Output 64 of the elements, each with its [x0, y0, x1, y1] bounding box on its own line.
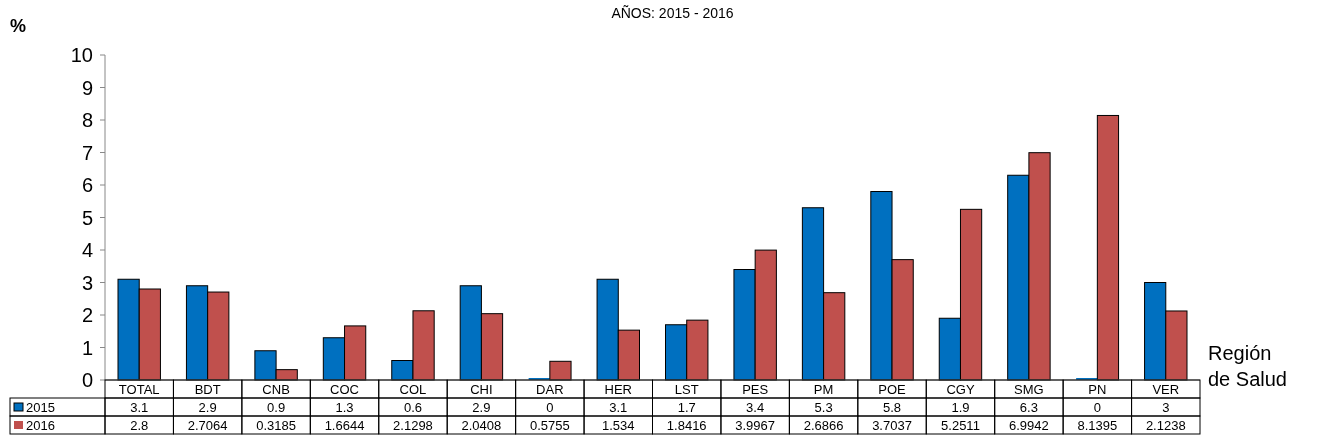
x-tick-label: COL: [399, 381, 427, 397]
x-tick-label: DAR: [536, 381, 564, 397]
data-label: 0: [1093, 399, 1101, 415]
data-label: 3.4: [746, 399, 765, 415]
data-label: 6.3: [1019, 399, 1038, 415]
data-label: 3.7037: [872, 417, 912, 433]
y-tick-label: 10: [70, 44, 93, 66]
y-tick-label: 8: [81, 109, 93, 131]
x-tick-label: PM: [813, 381, 834, 397]
data-label: 5.8: [882, 399, 902, 415]
y-tick-label: 4: [81, 239, 93, 261]
y-tick-label: 0: [81, 369, 93, 391]
x-tick-label: CHI: [470, 381, 493, 397]
data-label: 1.6644: [324, 417, 365, 433]
data-label: 6.9942: [1009, 417, 1049, 433]
y-tick-label: 1: [81, 336, 93, 359]
data-label: 3.9967: [735, 417, 776, 433]
y-tick-label: 5: [81, 206, 93, 229]
data-label: 1.534: [602, 417, 635, 433]
data-label: 2.0408: [461, 417, 502, 433]
y-tick-label: 2: [81, 304, 93, 326]
data-label: 3: [1162, 399, 1170, 415]
x-tick-label: BDT: [194, 381, 221, 397]
data-label: 2.1238: [1145, 417, 1186, 433]
y-tick-label: 7: [81, 141, 93, 164]
data-label: 3.1: [130, 399, 149, 415]
x-tick-label: CGY: [946, 381, 975, 397]
data-label: 0.9: [267, 399, 286, 415]
x-tick-label: PES: [742, 381, 769, 397]
x-tick-label: SMG: [1014, 381, 1044, 397]
x-tick-label: TOTAL: [118, 381, 160, 397]
x-tick-label: COC: [330, 381, 359, 397]
data-label: 0: [546, 399, 554, 415]
y-axis-title: %: [10, 16, 27, 36]
x-tick-label: LST: [674, 381, 699, 397]
data-label: 2.8: [130, 417, 149, 433]
data-label: 2.1298: [393, 417, 433, 433]
data-label: 3.1: [609, 399, 628, 415]
data-label: 5.3: [814, 399, 833, 415]
x-tick-label: HER: [604, 381, 633, 397]
data-label: 8.1395: [1077, 417, 1118, 433]
data-label: 1.7: [677, 399, 696, 415]
data-label: 1.9: [951, 399, 970, 415]
y-tick-label: 6: [81, 174, 93, 196]
x-tick-label: POE: [878, 381, 907, 397]
x-tick-label: CNB: [262, 381, 290, 397]
chart-title: AÑOS: 2015 - 2016: [611, 5, 734, 21]
y-tick-label: 9: [81, 76, 93, 99]
x-tick-label: VER: [1152, 381, 1180, 397]
data-label: 2.9: [198, 399, 217, 415]
data-label: 0.6: [403, 399, 423, 415]
y-tick-label: 3: [81, 271, 93, 294]
data-label: 5.2511: [941, 417, 980, 433]
data-label: 0.3185: [256, 417, 296, 433]
legend-label: 2016: [26, 417, 55, 433]
data-label: 2.9: [472, 399, 491, 415]
data-label: 1.3: [335, 399, 354, 415]
data-label: 1.8416: [666, 417, 707, 433]
data-label: 2.7064: [187, 417, 228, 433]
legend-label: 2015: [26, 399, 55, 415]
x-tick-label: PN: [1088, 381, 1107, 397]
x-axis-title: Región de Salud: [1208, 342, 1287, 390]
data-label: 2.6866: [803, 417, 844, 433]
data-label: 0.5755: [529, 417, 570, 433]
